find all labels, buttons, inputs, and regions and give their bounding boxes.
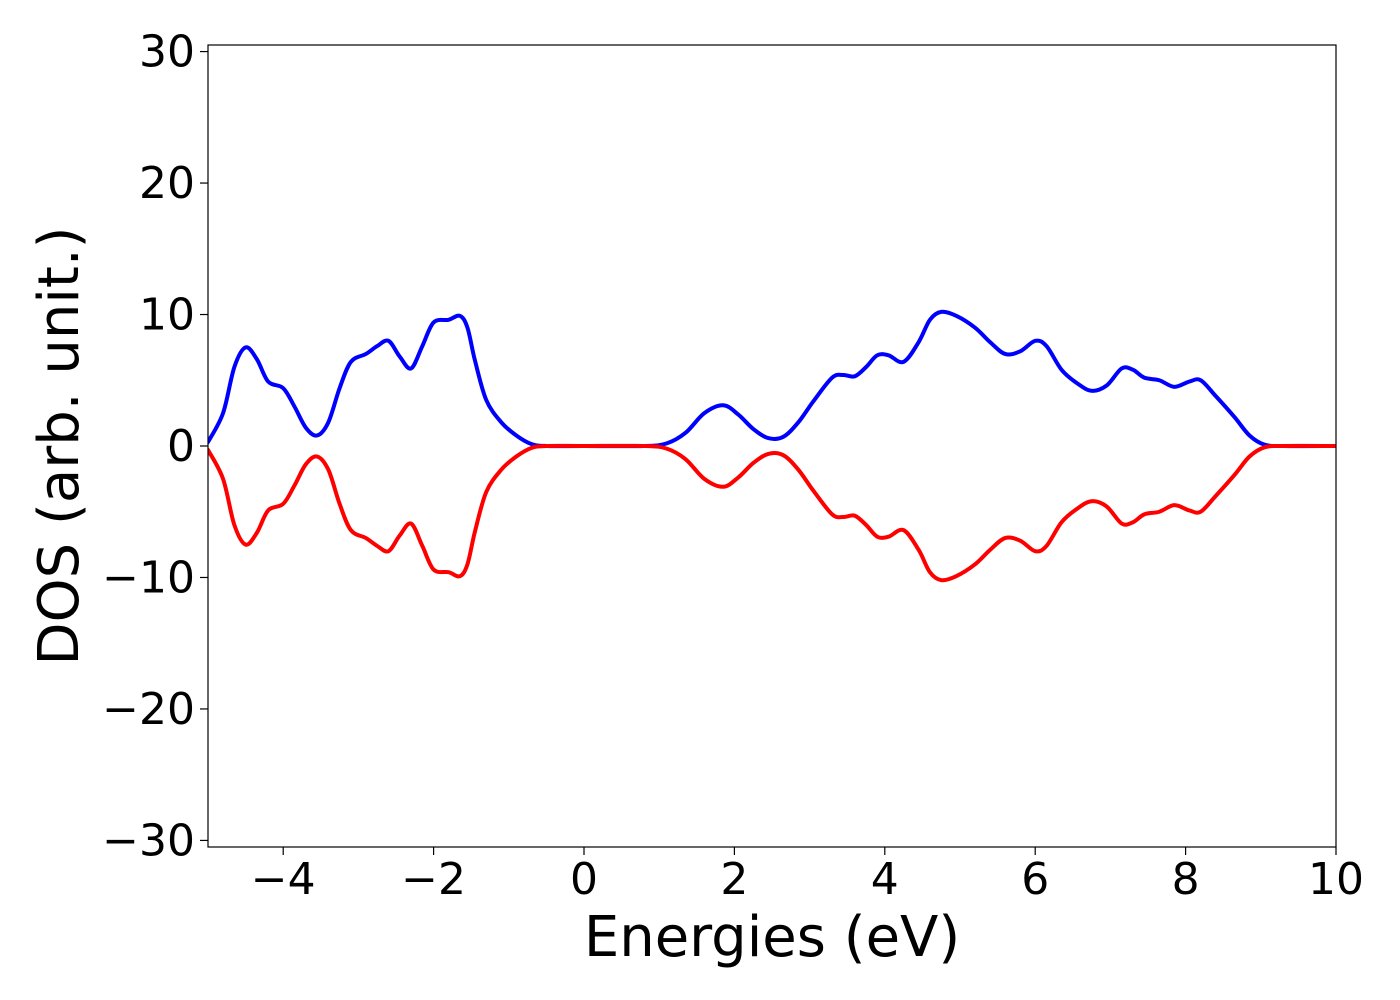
plot-frame — [207, 44, 1337, 848]
y-tick-label: −20 — [102, 684, 195, 735]
x-tick-label: 8 — [1172, 854, 1200, 905]
x-tick-label: 10 — [1308, 854, 1364, 905]
x-tick-label: 2 — [720, 854, 748, 905]
y-tick-label: 0 — [167, 421, 195, 472]
series-layer — [208, 309, 1336, 583]
x-tick-label: −2 — [401, 854, 466, 905]
y-tick-label: 20 — [139, 158, 195, 209]
x-tick-label: 0 — [570, 854, 598, 905]
y-tick-label: −10 — [102, 552, 195, 603]
series-line-blue — [208, 309, 1336, 449]
series-line-red — [208, 443, 1336, 583]
x-tick-label: 6 — [1021, 854, 1049, 905]
x-tick-label: 4 — [871, 854, 899, 905]
y-tick-label: −30 — [102, 815, 195, 866]
y-axis-ticks: 30 20 10 0 −10 −20 −30 — [102, 27, 208, 866]
x-axis-label: Energies (eV) — [584, 905, 960, 970]
x-axis-ticks: −4 −2 0 2 4 6 8 10 — [251, 847, 1364, 905]
x-tick-label: −4 — [251, 854, 316, 905]
y-axis-label: DOS (arb. unit.) — [27, 226, 92, 665]
y-tick-label: 30 — [139, 27, 195, 78]
y-tick-label: 10 — [139, 290, 195, 341]
